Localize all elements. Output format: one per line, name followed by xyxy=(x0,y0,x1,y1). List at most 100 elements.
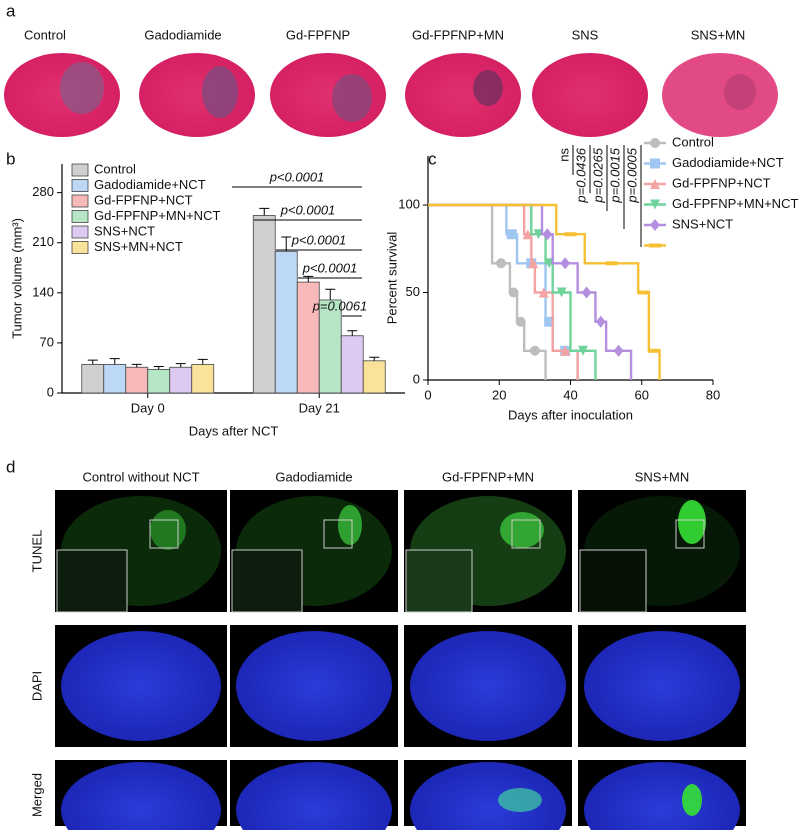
image-title: Gadodiamide xyxy=(275,469,352,484)
error-bar xyxy=(197,358,208,365)
bar xyxy=(169,366,193,394)
panel-label: a xyxy=(6,1,16,20)
error-bar xyxy=(369,356,380,361)
image-title: SNS+MN xyxy=(635,469,690,484)
error-bar xyxy=(131,363,142,368)
error-bar xyxy=(87,359,98,365)
bar xyxy=(362,360,386,394)
x-tick-label: 20 xyxy=(492,387,506,402)
y-tick-label: 280 xyxy=(32,184,54,199)
bar xyxy=(125,366,149,394)
marker xyxy=(560,257,571,270)
image-title: Gd-FPFNP+MN xyxy=(442,469,534,484)
x-tick-label: 60 xyxy=(635,387,649,402)
significance: ns xyxy=(556,148,571,162)
marker xyxy=(595,315,606,328)
y-tick-label: 100 xyxy=(398,196,420,211)
error-bar xyxy=(175,363,186,368)
legend-label: Gd-FPFNP+NCT xyxy=(94,192,193,207)
error-bar xyxy=(303,275,314,283)
significance: p=0.0265 xyxy=(590,147,605,203)
bar xyxy=(274,250,298,394)
significance: p<0.0001 xyxy=(280,202,336,217)
legend-label: Control xyxy=(672,134,714,149)
marker xyxy=(650,179,660,189)
legend-label: Gadodiamide+NCT xyxy=(672,155,784,170)
marker xyxy=(506,229,517,240)
error-bar xyxy=(325,288,336,300)
marker xyxy=(522,229,533,240)
significance: p<0.0001 xyxy=(291,232,347,247)
marker xyxy=(581,286,592,299)
legend-swatch xyxy=(71,194,89,208)
image-title: Gd-FPFNP+MN xyxy=(412,27,504,42)
marker xyxy=(637,290,650,295)
error-bar xyxy=(281,236,292,252)
legend-label: Gd-FPFNP+MN+NCT xyxy=(672,196,798,211)
y-tick-label: 140 xyxy=(32,284,54,299)
panel-label: c xyxy=(428,149,437,168)
legend-swatch xyxy=(71,210,89,223)
image-title: Control xyxy=(24,27,66,42)
x-tick-label: Day 21 xyxy=(299,400,340,415)
marker xyxy=(529,345,540,356)
image-title: Gd-FPFNP xyxy=(286,27,350,42)
bar xyxy=(252,215,276,394)
marker xyxy=(544,316,555,327)
legend-swatch xyxy=(71,241,89,254)
bar xyxy=(191,363,215,394)
brain-images xyxy=(4,53,778,137)
row-label: Merged xyxy=(29,773,44,817)
significance: p=0.0061 xyxy=(312,298,368,313)
error-bar xyxy=(347,330,358,336)
marker xyxy=(528,258,539,269)
marker xyxy=(542,228,553,241)
panel-label: b xyxy=(6,149,15,168)
legend-label: SNS+MN+NCT xyxy=(94,239,183,254)
image-title: Gadodiamide xyxy=(144,27,221,42)
marker xyxy=(649,243,661,248)
error-bar xyxy=(109,358,120,365)
row-label: DAPI xyxy=(29,671,44,701)
marker xyxy=(650,158,660,169)
marker xyxy=(515,316,526,327)
legend-swatch xyxy=(71,225,89,239)
x-tick-label: Day 0 xyxy=(131,400,165,415)
legend-label: SNS+NCT xyxy=(672,216,733,231)
marker xyxy=(648,348,661,353)
significance: p=0.0436 xyxy=(573,147,588,203)
marker xyxy=(556,287,567,298)
legend-swatch xyxy=(71,163,89,177)
error-bar xyxy=(259,207,270,216)
legend-label: SNS+NCT xyxy=(94,223,155,238)
legend-label: Control xyxy=(94,161,136,176)
marker xyxy=(650,138,660,148)
legend-label: Gd-FPFNP+NCT xyxy=(672,175,771,190)
y-axis-label: Tumor volume (mm³) xyxy=(9,218,24,339)
legend-label: Gadodiamide+NCT xyxy=(94,177,206,192)
x-axis-label: Days after NCT xyxy=(189,423,279,438)
microscopy-images xyxy=(55,490,746,830)
image-title: Control without NCT xyxy=(82,469,199,484)
marker xyxy=(605,261,618,266)
x-tick-label: 0 xyxy=(424,387,431,402)
y-tick-label: 210 xyxy=(32,234,54,249)
bar xyxy=(147,368,171,394)
y-tick-label: 0 xyxy=(413,371,420,386)
significance: p=0.0005 xyxy=(624,147,639,203)
marker xyxy=(650,219,660,231)
marker xyxy=(538,287,549,298)
marker xyxy=(564,232,577,237)
error-bar xyxy=(153,366,164,370)
marker xyxy=(496,258,507,269)
bar xyxy=(81,363,105,394)
marker xyxy=(577,345,588,356)
image-title: SNS xyxy=(572,27,599,42)
x-tick-label: 80 xyxy=(706,387,720,402)
x-axis-label: Days after inoculation xyxy=(508,407,633,422)
y-tick-label: 50 xyxy=(406,284,420,299)
bar xyxy=(318,299,342,394)
significance: p=0.0015 xyxy=(607,147,622,203)
significance: p<0.0001 xyxy=(302,260,358,275)
marker xyxy=(508,287,519,298)
